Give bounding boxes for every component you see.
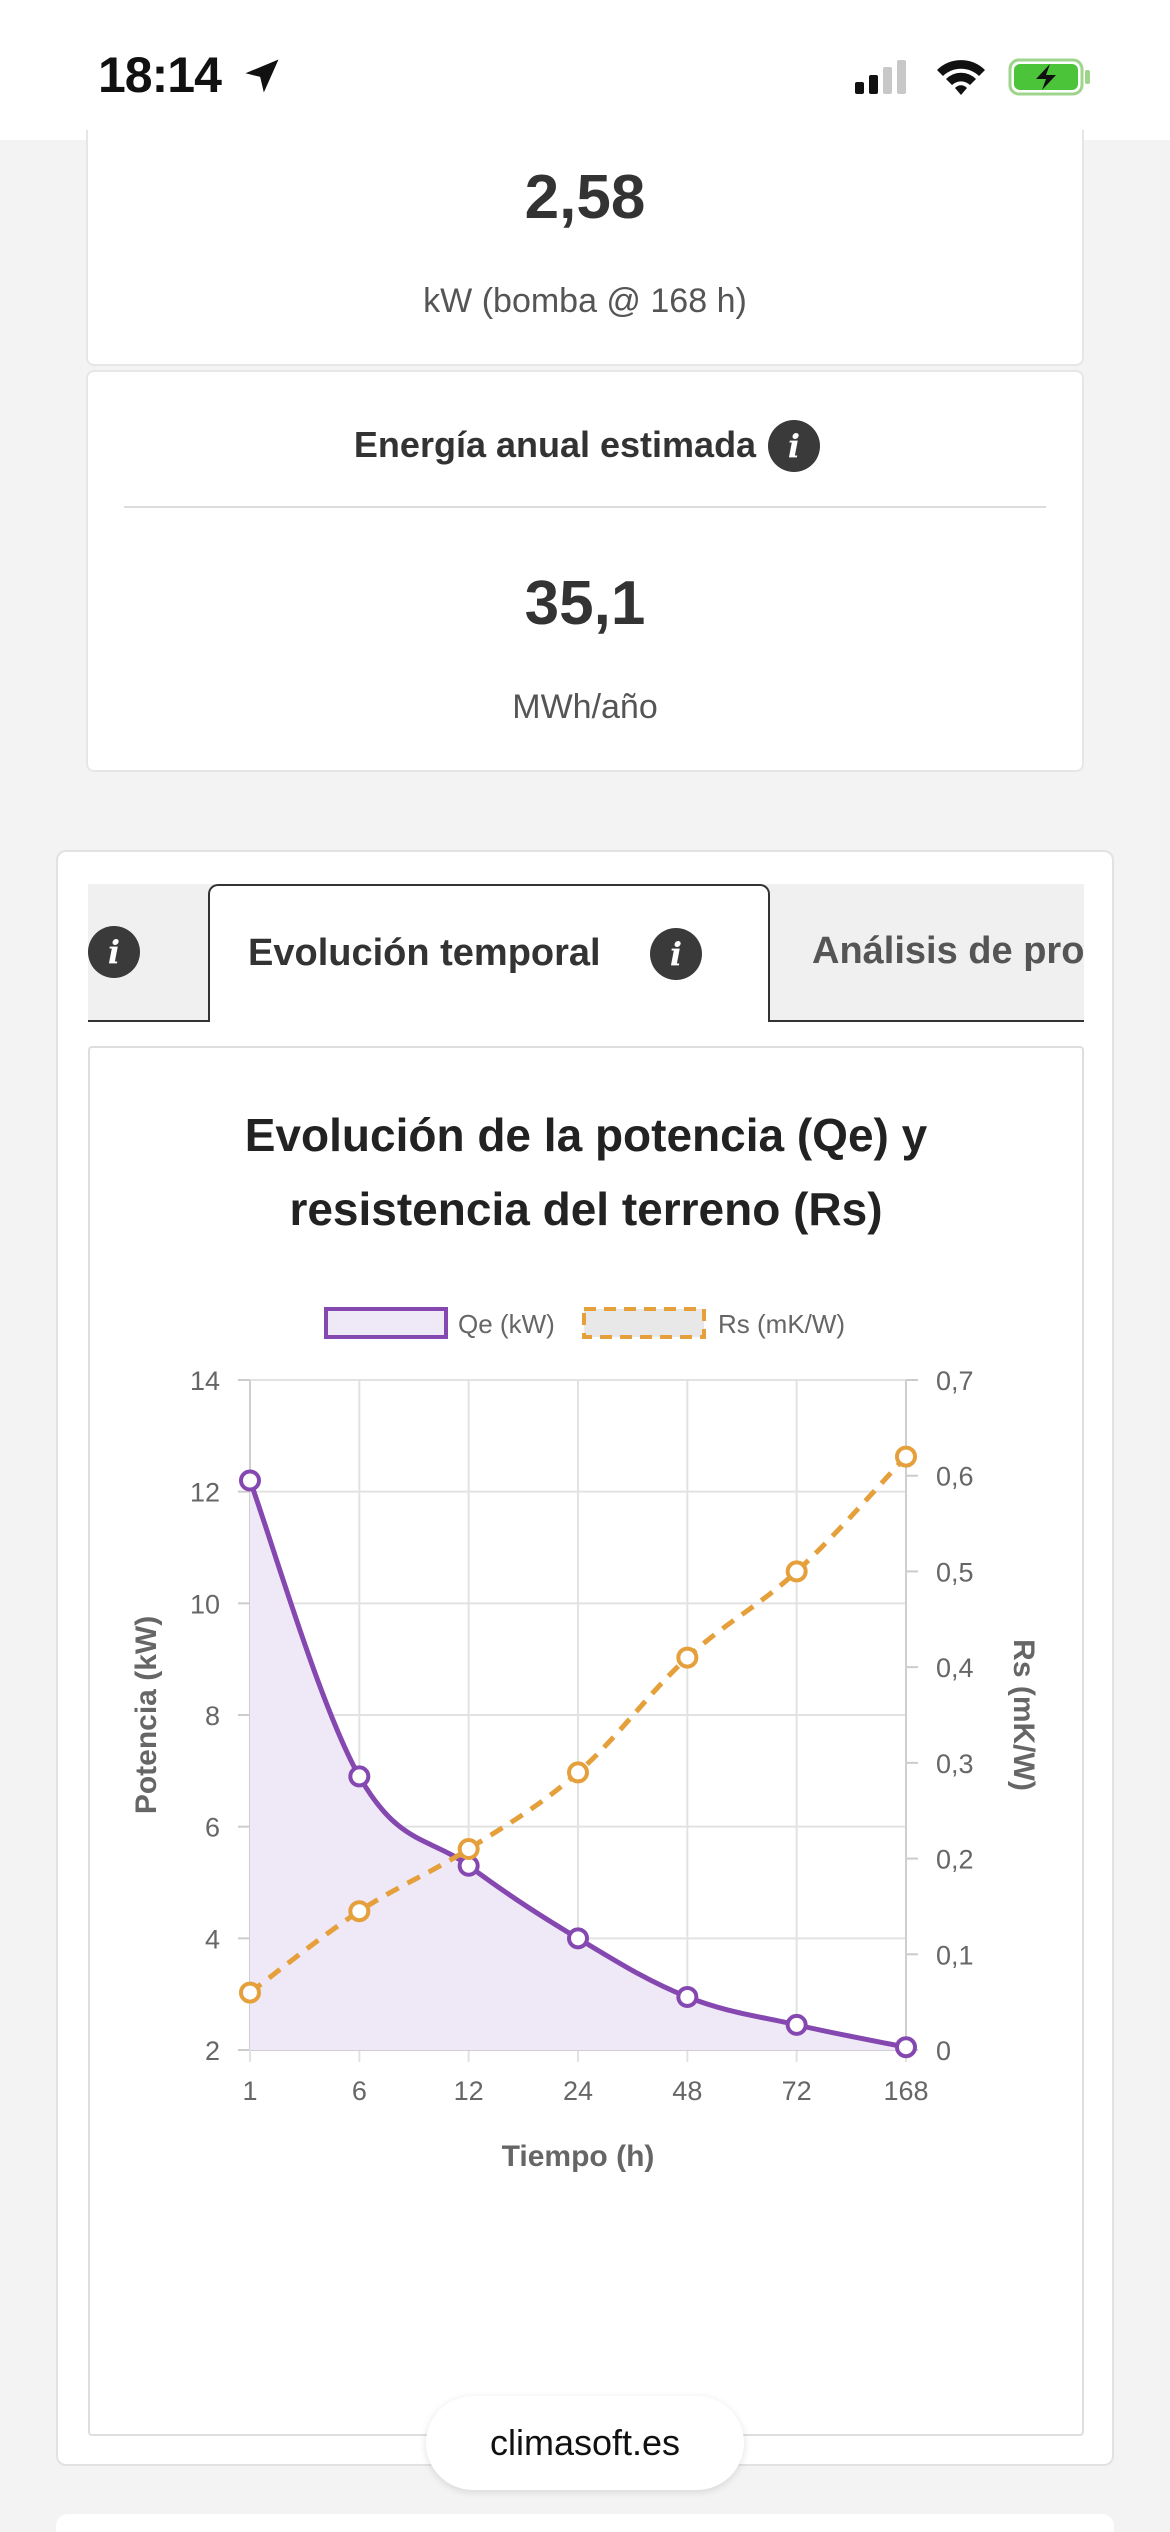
chart-title: Evolución de la potencia (Qe) y resisten… (244, 1109, 928, 1235)
y-right-tick-label: 0,3 (936, 1749, 974, 1779)
y-left-tick-label: 12 (190, 1478, 220, 1508)
kpi-card-pump-power: 2,58 kW (bomba @ 168 h) (86, 130, 1084, 366)
divider (124, 506, 1046, 508)
y-right-tick-label: 0,7 (936, 1366, 974, 1396)
y-left-axis-title: Potencia (kW) (130, 1616, 163, 1814)
tab-evolucion-temporal[interactable]: Evolución temporal i (208, 884, 770, 1022)
footer-site-link[interactable]: climasoft.es (426, 2396, 744, 2490)
location-arrow-icon (245, 59, 279, 93)
kpi-value: 2,58 (524, 163, 646, 232)
y-right-tick-label: 0,2 (936, 1845, 974, 1875)
x-tick-label: 6 (352, 2076, 367, 2106)
legend-label-qe: Qe (kW) (458, 1309, 555, 1339)
data-point (895, 1445, 917, 1468)
data-point (676, 1646, 699, 1669)
data-point (676, 1985, 699, 2008)
y-left-tick-label: 6 (205, 1813, 220, 1843)
data-point (567, 1761, 589, 1784)
next-card (56, 2514, 1114, 2532)
legend-label-rs: Rs (mK/W) (718, 1309, 845, 1339)
data-point (239, 1981, 261, 2004)
kpi-value: 35,1 (524, 569, 646, 638)
info-icon[interactable]: i (768, 420, 820, 472)
y-right-tick-label: 0,4 (936, 1653, 974, 1683)
data-point (567, 1927, 589, 1950)
x-tick-label: 12 (454, 2076, 484, 2106)
tab-analisis[interactable]: Análisis de pro (812, 930, 1084, 972)
data-point (785, 2013, 808, 2036)
x-tick-label: 72 (782, 2076, 812, 2106)
x-tick-label: 48 (672, 2076, 702, 2106)
kpi-unit: MWh/año (512, 688, 658, 726)
data-point (348, 1900, 371, 1923)
tab-info-icon[interactable]: i (650, 928, 702, 980)
x-tick-label: 1 (242, 2076, 257, 2106)
kpi-unit: kW (bomba @ 168 h) (423, 282, 747, 320)
data-point (785, 1560, 808, 1583)
chart-panel: i Evolución temporal i Análisis de pro E… (56, 850, 1114, 2466)
wifi-icon (937, 60, 985, 95)
y-left-tick-label: 4 (205, 1924, 220, 1954)
y-left-tick-label: 2 (205, 2036, 220, 2066)
status-bar: 18:14 (0, 0, 1170, 140)
status-time: 18:14 (98, 47, 222, 103)
battery-charging-icon (1008, 58, 1090, 96)
y-right-axis-title: Rs (mK/W) (1007, 1639, 1040, 1791)
y-left-tick-label: 8 (205, 1701, 220, 1731)
y-left-tick-label: 10 (190, 1589, 220, 1619)
series-area-fill (250, 1480, 906, 2050)
legend-swatch-qe (324, 1307, 448, 1339)
data-point (457, 1838, 480, 1860)
cellular-signal-icon (855, 60, 906, 94)
chart-container: Evolución de la potencia (Qe) y resisten… (88, 1046, 1084, 2436)
y-right-tick-label: 0,6 (936, 1462, 974, 1492)
kpi-card-annual-energy: Energía anual estimada i 35,1 MWh/año (86, 370, 1084, 772)
tab-info-icon[interactable]: i (88, 926, 140, 978)
data-point (895, 2036, 917, 2059)
x-axis-title: Tiempo (h) (502, 2140, 655, 2173)
kpi-title: Energía anual estimada (353, 424, 757, 465)
legend-swatch-rs (582, 1307, 706, 1339)
data-point (348, 1765, 371, 1788)
y-right-tick-label: 0,5 (936, 1557, 974, 1587)
tab-bar: i Evolución temporal i Análisis de pro (88, 884, 1084, 1022)
y-right-tick-label: 0 (936, 2036, 951, 2066)
y-left-tick-label: 14 (190, 1366, 220, 1396)
x-tick-label: 168 (883, 2076, 928, 2106)
data-point (239, 1469, 261, 1492)
y-right-tick-label: 0,1 (936, 1940, 974, 1970)
x-tick-label: 24 (563, 2076, 593, 2106)
tab-label: Evolución temporal (248, 932, 601, 974)
